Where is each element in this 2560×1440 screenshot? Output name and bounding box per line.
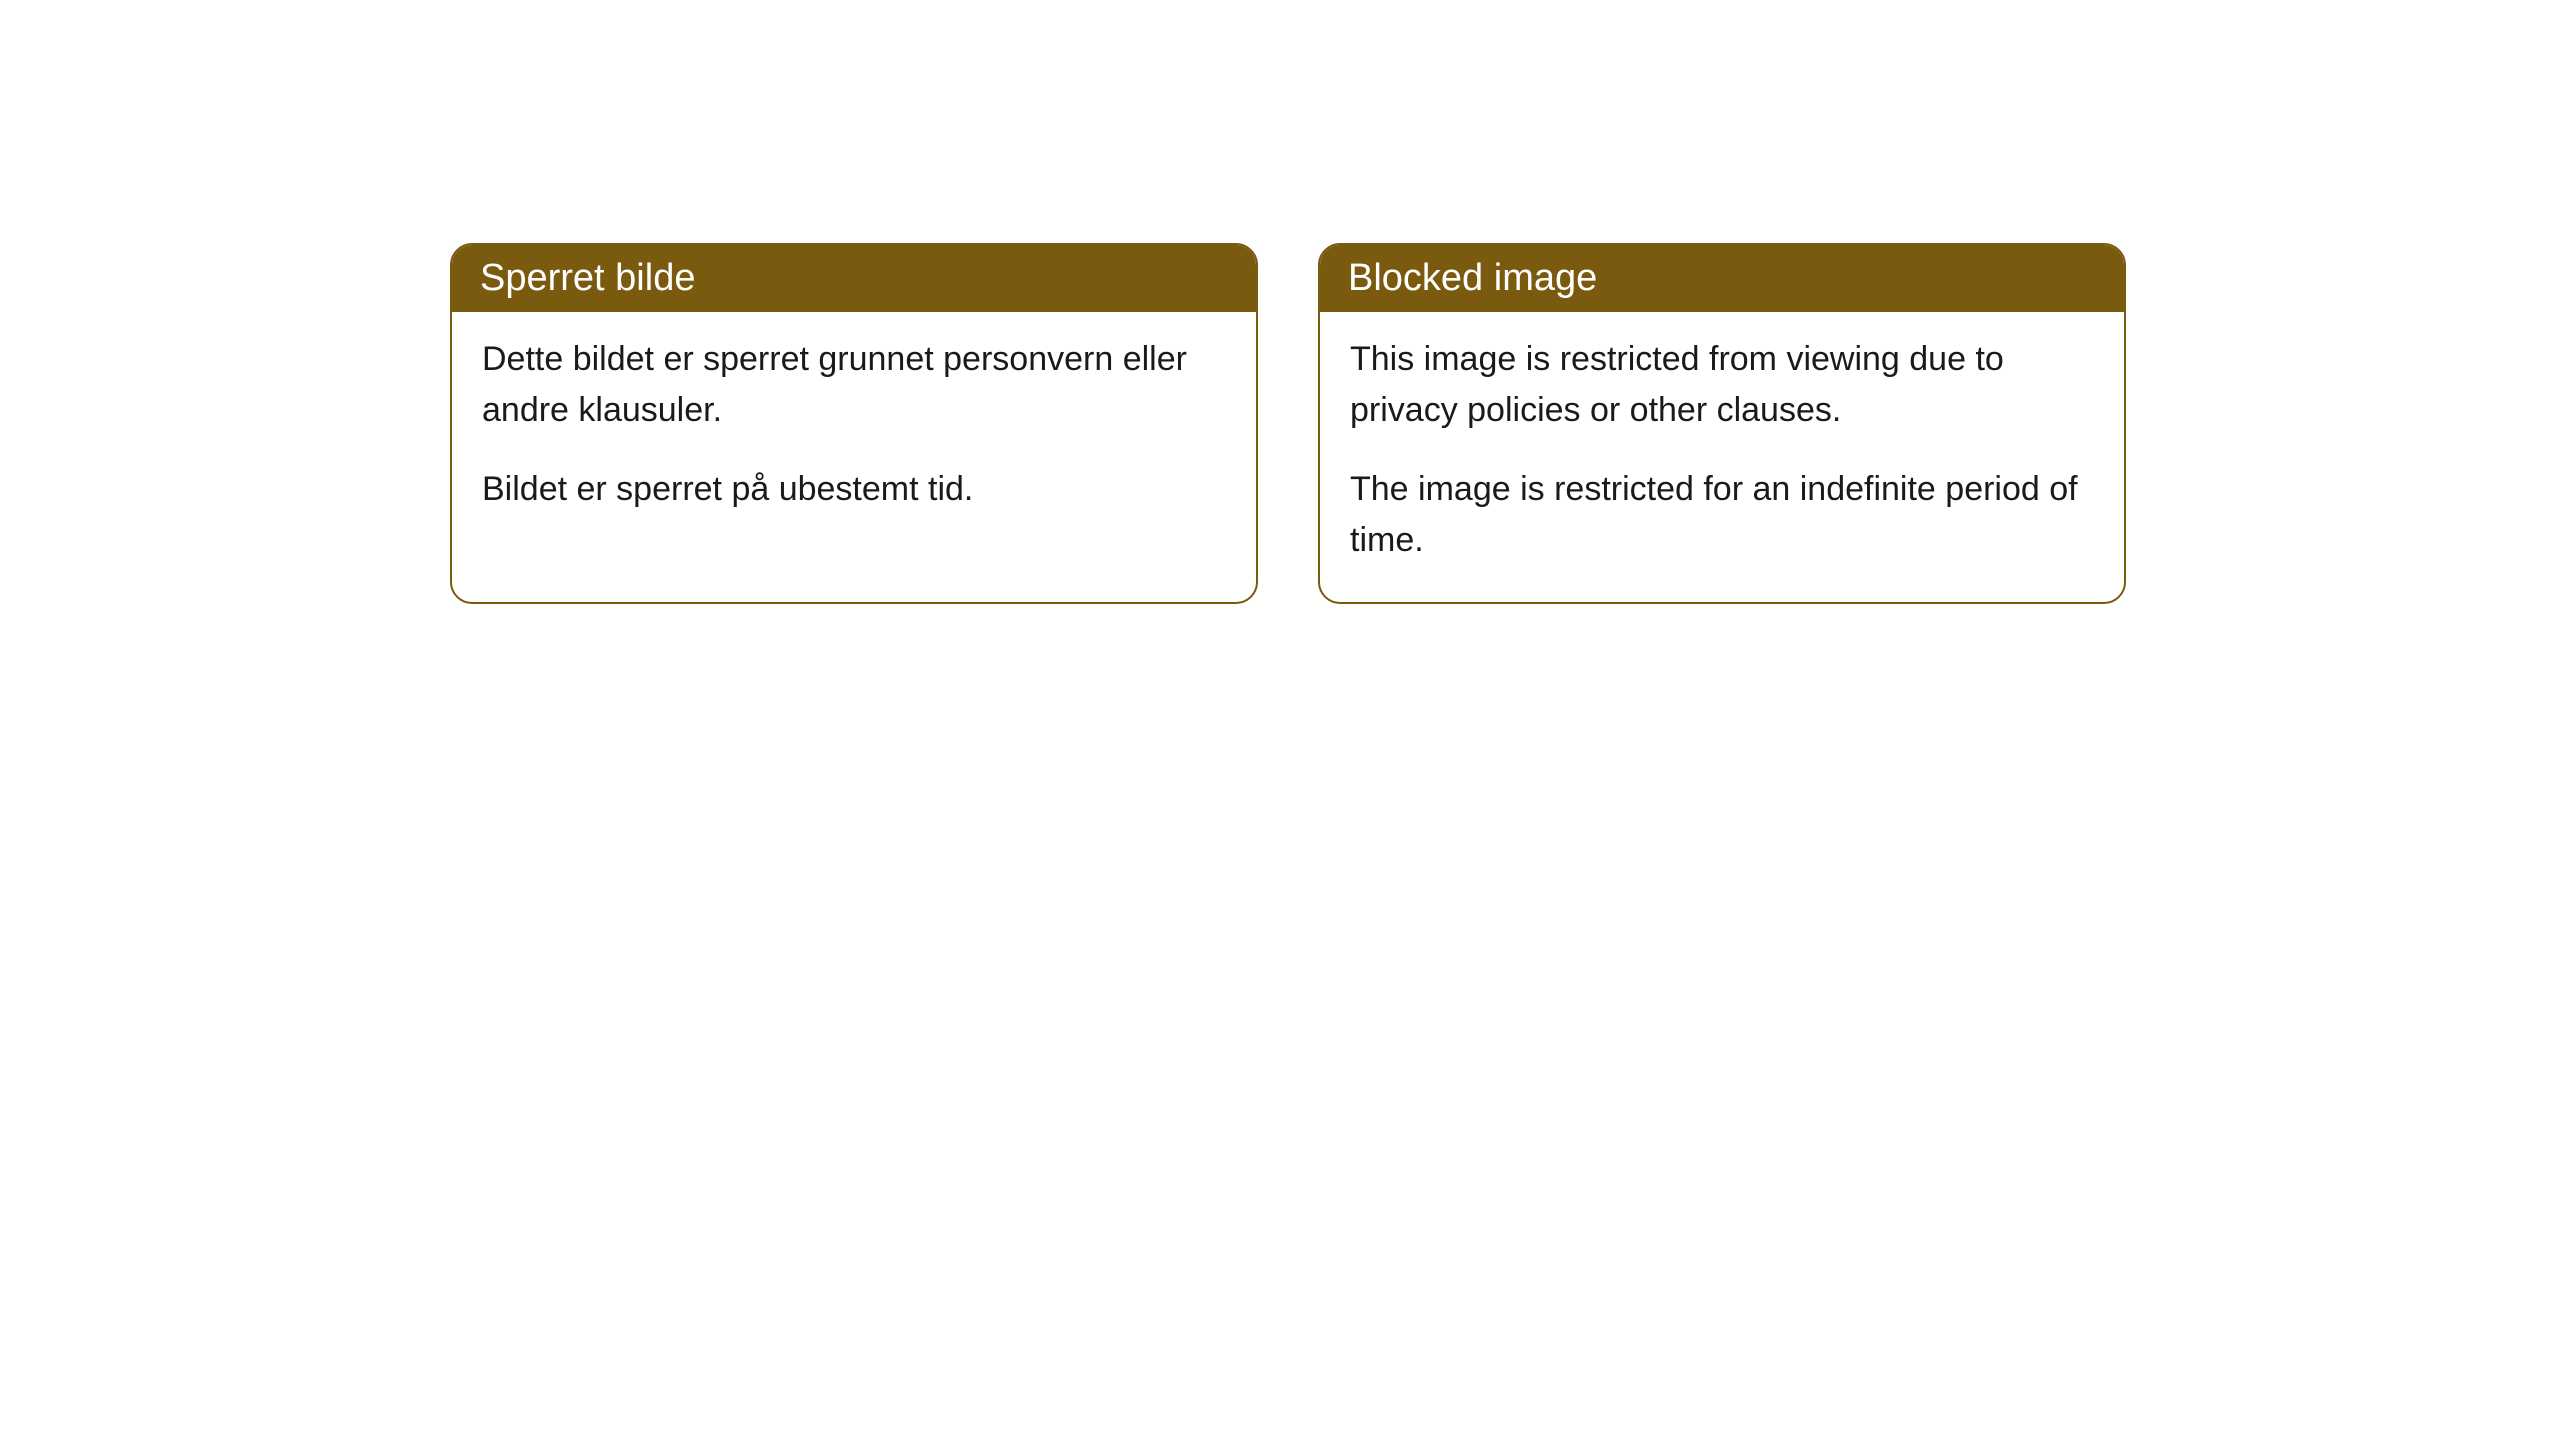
- card-paragraph-2: Bildet er sperret på ubestemt tid.: [482, 464, 1226, 515]
- card-header: Sperret bilde: [452, 245, 1256, 312]
- card-body: Dette bildet er sperret grunnet personve…: [452, 312, 1256, 551]
- card-paragraph-2: The image is restricted for an indefinit…: [1350, 464, 2094, 566]
- notice-card-norwegian: Sperret bilde Dette bildet er sperret gr…: [450, 243, 1258, 604]
- notice-card-english: Blocked image This image is restricted f…: [1318, 243, 2126, 604]
- card-paragraph-1: Dette bildet er sperret grunnet personve…: [482, 334, 1226, 436]
- card-header: Blocked image: [1320, 245, 2124, 312]
- card-paragraph-1: This image is restricted from viewing du…: [1350, 334, 2094, 436]
- card-body: This image is restricted from viewing du…: [1320, 312, 2124, 602]
- cards-container: Sperret bilde Dette bildet er sperret gr…: [0, 0, 2560, 604]
